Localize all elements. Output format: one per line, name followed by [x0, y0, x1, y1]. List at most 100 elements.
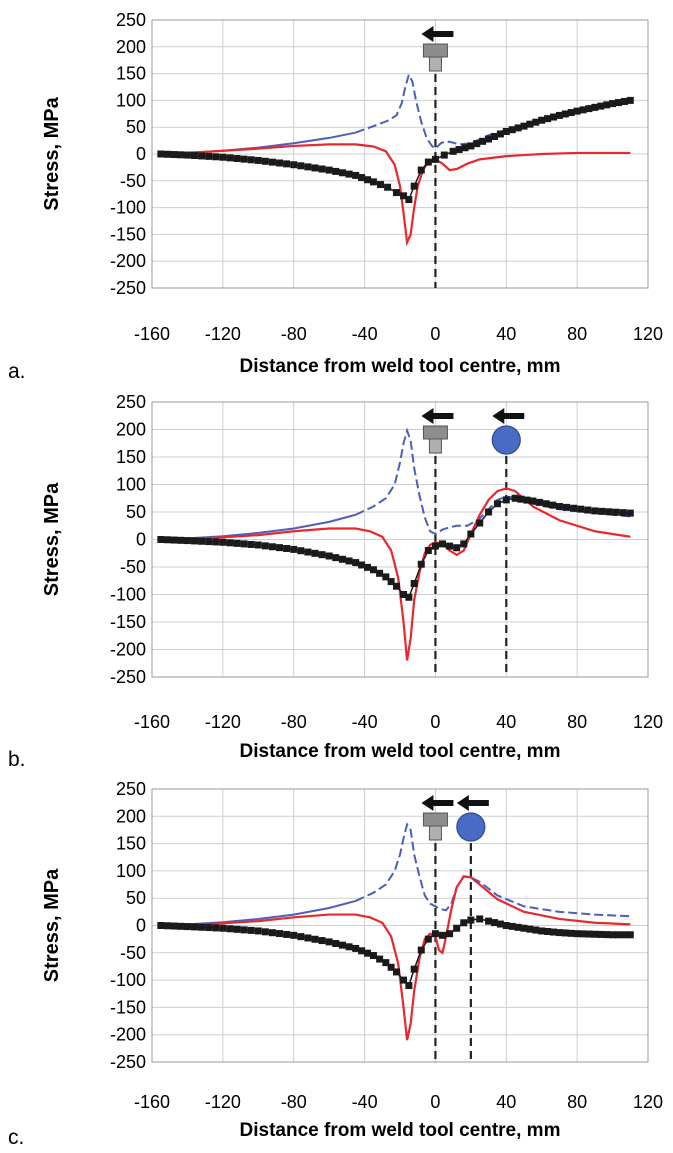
series-point-square: [177, 536, 185, 544]
y-tick-label: -200: [110, 1025, 146, 1045]
series-point-square: [612, 508, 620, 516]
series-point-square: [254, 541, 262, 549]
series-point-square: [597, 930, 605, 938]
series-point-square: [318, 937, 326, 945]
series-point-square: [157, 150, 165, 158]
series-point-square: [523, 496, 531, 504]
series-line-blue: [160, 131, 356, 155]
chart-panel-c: 250 200 150 100 50 0 -50 -100 -150 -200 -250 -160 -1…: [8, 779, 663, 1149]
x-tick-label: -80: [281, 712, 307, 732]
series-point-square: [369, 566, 377, 574]
series-point-square: [177, 151, 185, 159]
series-point-square: [345, 943, 353, 951]
series-point-square: [526, 925, 534, 933]
series-point-square: [410, 182, 418, 190]
series-point-square: [311, 549, 319, 557]
series-point-square: [392, 189, 400, 197]
series-point-square: [476, 519, 484, 527]
series-point-square: [283, 930, 291, 938]
series-point-square: [191, 537, 199, 545]
x-tick-label: -40: [352, 1092, 378, 1112]
series-point-square: [304, 934, 312, 942]
series-point-square: [573, 930, 581, 938]
series-point-square: [591, 507, 599, 515]
direction-arrow-icon: [421, 408, 454, 424]
series-point-square: [417, 166, 425, 174]
x-tick-label: 0: [430, 1092, 440, 1112]
y-tick-label: -200: [110, 640, 146, 660]
series-line-blue-dashed: [355, 822, 631, 918]
series-point-square: [424, 935, 432, 943]
series-point-square: [261, 542, 269, 550]
series-point-square: [496, 920, 504, 928]
series-point-square: [226, 925, 234, 933]
series-point-square: [502, 922, 510, 929]
series-point-square: [352, 559, 360, 567]
series-point-square: [318, 551, 326, 559]
series-point-square: [490, 132, 498, 140]
series-line-black: [160, 497, 631, 599]
series-line-red: [160, 875, 631, 1041]
series-point-square: [567, 929, 575, 937]
series-point-square: [446, 542, 454, 550]
series-point-square: [170, 151, 178, 159]
series-point-square: [514, 124, 522, 132]
series-point-square: [520, 924, 528, 932]
series-point-square: [364, 176, 372, 184]
x-tick-label: 80: [567, 1092, 587, 1112]
chart-panel-b: 250 200 150 100 50 0 -50 -100 -150 -200 -250 -160 -1…: [8, 392, 663, 771]
weld-tool-icon: [422, 43, 448, 72]
series-point-square: [297, 162, 305, 170]
series-point-square: [247, 156, 255, 164]
series-point-square: [467, 916, 475, 924]
series-point-square: [338, 941, 346, 949]
series-point-square: [536, 498, 543, 506]
series-point-square: [276, 930, 284, 938]
series-point-square: [311, 935, 319, 943]
x-tick-label: -160: [134, 712, 170, 732]
series-point-square: [376, 569, 384, 577]
series-point-square: [276, 159, 284, 167]
series-point-square: [247, 926, 255, 934]
series-point-square: [212, 538, 220, 546]
x-tick-label: -40: [352, 712, 378, 732]
series-point-square: [417, 560, 425, 568]
series-point-square: [570, 504, 578, 512]
series-point-square: [626, 509, 634, 517]
x-tick-label: 80: [567, 712, 587, 732]
series-point-square: [424, 547, 432, 554]
series-point-square: [400, 591, 408, 598]
series-point-square: [205, 152, 213, 160]
series-point-square: [364, 563, 372, 571]
y-tick-label: 250: [116, 392, 146, 412]
series-point-square: [496, 130, 504, 138]
series-point-square: [431, 155, 439, 163]
series-point-square: [358, 174, 366, 182]
series-point-square: [424, 158, 432, 166]
series-point-square: [311, 164, 319, 172]
series-point-square: [205, 538, 213, 546]
series-point-square: [170, 922, 178, 930]
series-point-square: [479, 137, 487, 145]
x-tick-label: 120: [633, 324, 663, 344]
series-point-square: [584, 506, 592, 514]
series-point-square: [191, 152, 199, 160]
series-point-square: [276, 544, 284, 552]
series-point-square: [619, 509, 627, 517]
series-point-square: [170, 536, 178, 544]
series-point-square: [387, 963, 395, 971]
series-point-square: [290, 931, 298, 939]
series-point-square: [338, 555, 346, 563]
series-point-square: [467, 530, 475, 538]
series-point-square: [345, 170, 353, 178]
series-point-square: [460, 919, 468, 927]
y-tick-label: -50: [120, 943, 146, 963]
series-point-square: [453, 924, 461, 932]
series-point-square: [338, 169, 346, 177]
series-point-square: [440, 151, 448, 159]
series-point-square: [614, 931, 622, 939]
weld-tool-icon: [422, 425, 448, 454]
y-tick-label: -50: [120, 171, 146, 191]
series-point-square: [544, 115, 552, 123]
plot-area-frame: [151, 401, 649, 678]
